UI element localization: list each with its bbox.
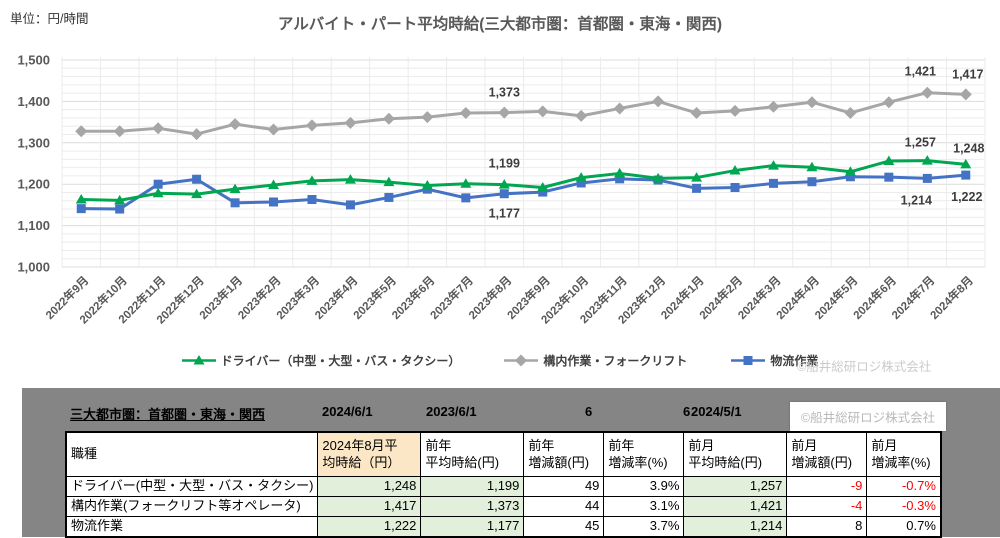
- data-label: 1,257: [905, 136, 936, 150]
- svg-text:1,400: 1,400: [17, 94, 50, 109]
- data-label: 1,248: [953, 141, 984, 155]
- strip-date: 6: [585, 404, 593, 419]
- svg-text:1,500: 1,500: [17, 53, 50, 68]
- value-cell: 1,373: [420, 496, 525, 517]
- data-label: 1,421: [905, 65, 936, 79]
- svg-text:1,300: 1,300: [17, 135, 50, 150]
- strip-date: 6: [683, 404, 691, 419]
- table-header-cell: 職種: [65, 431, 319, 477]
- legend-item: ドライバー（中型・大型・バス・タクシー）: [181, 352, 461, 369]
- unit-label: 単位：円/時間: [10, 12, 89, 26]
- table-header-cell: 前月 増減率(%): [866, 431, 942, 477]
- value-cell: -0.3%: [866, 496, 942, 517]
- table-header-cell: 前月 平均時給(円): [683, 431, 788, 477]
- value-cell: 3.9%: [603, 476, 685, 497]
- value-cell: 1,248: [317, 476, 422, 497]
- value-cell: 1,222: [317, 516, 422, 538]
- legend-marker-icon: [731, 356, 766, 365]
- value-cell: 1,177: [420, 516, 525, 538]
- svg-text:1,200: 1,200: [17, 177, 50, 192]
- value-cell: 3.1%: [603, 496, 685, 517]
- job-type-cell: ドライバー(中型・大型・バス・タクシー): [65, 476, 319, 497]
- chart-legend: ドライバー（中型・大型・バス・タクシー） 構内作業・フォークリフト 物流作業: [0, 352, 1000, 369]
- chart-title: アルバイト・パート平均時給(三大都市圏：首都圏・東海・関西): [277, 16, 723, 33]
- data-label: 1,222: [951, 190, 982, 204]
- wage-summary-table: 職種 2024年8月平 均時給（円） 前年 平均時給(円) 前年 増減額(円) 前年 増…: [65, 431, 942, 538]
- table-row: 物流作業 1,222 1,177 45 3.7% 1,214 8 0.7%: [65, 516, 942, 538]
- chart-watermark: ©船井総研ロジ株式会社: [797, 360, 932, 374]
- legend-label: ドライバー（中型・大型・バス・タクシー）: [220, 354, 461, 368]
- table-strip-title: 三大都市圏：首都圏・東海・関西: [70, 407, 266, 422]
- value-cell: 1,199: [420, 476, 525, 497]
- strip-date: 2024/5/1: [691, 404, 742, 419]
- table-header-cell: 前年 増減額(円): [523, 431, 605, 477]
- strip-date: 2023/6/1: [426, 404, 477, 419]
- value-cell: 1,417: [317, 496, 422, 517]
- value-cell: -0.7%: [866, 476, 942, 497]
- value-cell: 45: [523, 516, 605, 538]
- data-label: 1,373: [489, 86, 520, 100]
- table-watermark: ©船井総研ロジ株式会社: [790, 402, 946, 431]
- svg-text:1,000: 1,000: [17, 260, 50, 275]
- summary-section: 三大都市圏：首都圏・東海・関西 2024/6/1 2023/6/1 6 6 2024/5…: [0, 385, 1000, 538]
- legend-marker-icon: [181, 355, 216, 365]
- legend-marker-icon: [504, 354, 539, 367]
- value-cell: 1,214: [683, 516, 788, 538]
- legend-label: 物流作業: [770, 354, 819, 368]
- data-label: 1,417: [952, 67, 983, 81]
- value-cell: -4: [786, 496, 868, 517]
- table-row: 構内作業(フォークリフト等オペレータ) 1,417 1,373 44 3.1% 1,421…: [65, 496, 942, 517]
- value-cell: 8: [786, 516, 868, 538]
- table-header-cell: 2024年8月平 均時給（円）: [317, 431, 422, 477]
- data-label: 1,199: [489, 157, 520, 171]
- table-header-cell: 前月 増減額(円): [786, 431, 868, 477]
- data-label: 1,177: [489, 207, 520, 221]
- job-type-cell: 物流作業: [65, 516, 319, 538]
- strip-date: 2024/6/1: [322, 404, 373, 419]
- data-label: 1,214: [901, 193, 932, 207]
- table-header-cell: 前年 平均時給(円): [420, 431, 525, 477]
- legend-item: 物流作業: [731, 352, 818, 369]
- table-header-cell: 前年 増減率(%): [603, 431, 685, 477]
- value-cell: -9: [786, 476, 868, 497]
- value-cell: 49: [523, 476, 605, 497]
- value-cell: 3.7%: [603, 516, 685, 538]
- value-cell: 0.7%: [866, 516, 942, 538]
- job-type-cell: 構内作業(フォークリフト等オペレータ): [65, 496, 319, 517]
- table-row: ドライバー(中型・大型・バス・タクシー) 1,248 1,199 49 3.9% 1,25…: [65, 476, 942, 497]
- wage-line-chart: 1,0001,1001,2001,3001,4001,5002022年9月202…: [17, 53, 986, 327]
- legend-label: 構内作業・フォークリフト: [543, 354, 688, 368]
- svg-text:1,100: 1,100: [17, 218, 50, 233]
- legend-item: 構内作業・フォークリフト: [504, 352, 687, 369]
- table-header-row: 職種 2024年8月平 均時給（円） 前年 平均時給(円) 前年 増減額(円) 前年 増…: [65, 431, 942, 477]
- value-cell: 44: [523, 496, 605, 517]
- value-cell: 1,421: [683, 496, 788, 517]
- value-cell: 1,257: [683, 476, 788, 497]
